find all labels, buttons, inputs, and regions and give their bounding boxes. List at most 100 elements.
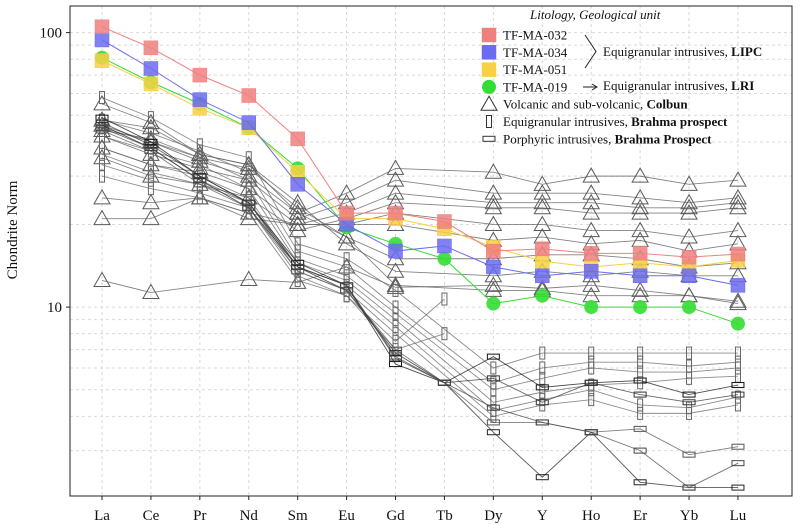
data-point (190, 145, 209, 161)
data-point (486, 296, 501, 311)
data-point (337, 184, 356, 200)
data-point (437, 379, 451, 386)
data-point (731, 391, 745, 398)
legend-item: TF-MA-032 (481, 28, 567, 43)
data-point (392, 283, 399, 297)
data-point (245, 173, 252, 187)
data-point (392, 327, 399, 341)
data-point (388, 205, 403, 221)
data-point (142, 193, 160, 210)
data-point (486, 353, 500, 360)
y-axis-label: Chondrite Norm (5, 180, 21, 279)
data-point (729, 171, 747, 187)
data-point (686, 346, 693, 360)
data-point (633, 425, 647, 432)
data-point (637, 346, 644, 360)
series-line (101, 266, 739, 305)
legend-group-label: Equigranular intrusives, LIPC (603, 44, 762, 59)
data-point (631, 188, 649, 205)
x-tick-label: Er (633, 508, 647, 524)
data-point (632, 246, 648, 261)
x-tick-label: Yb (680, 508, 698, 524)
data-point (582, 204, 601, 220)
data-point (535, 288, 550, 303)
data-point (535, 384, 549, 391)
data-point (192, 92, 208, 107)
data-point (584, 300, 599, 315)
data-point (637, 398, 644, 412)
x-tick-label: La (94, 508, 110, 524)
x-tick-label: Gd (386, 508, 405, 524)
data-point (484, 193, 503, 210)
data-point (535, 399, 549, 406)
data-point (583, 246, 599, 261)
legend-marker (486, 115, 492, 128)
data-point (533, 193, 552, 210)
data-point (290, 131, 305, 147)
data-point (582, 193, 601, 210)
data-point (631, 167, 649, 183)
x-tick-label: Lu (730, 508, 747, 524)
series-line (101, 26, 738, 258)
data-point (190, 152, 209, 168)
x-tick-label: Dy (484, 508, 503, 524)
data-point (142, 209, 160, 226)
data-point (196, 144, 203, 158)
data-point (241, 88, 257, 103)
data-point (582, 184, 601, 200)
data-point (343, 289, 350, 303)
legend-label: TF-MA-051 (503, 62, 567, 77)
legend-group-label: Equigranular intrusives, LRI (603, 78, 754, 93)
data-point (93, 94, 111, 111)
data-point (535, 419, 549, 426)
data-point (730, 246, 746, 262)
grid (70, 6, 792, 496)
x-tick-label: Ce (143, 508, 160, 524)
data-point (245, 165, 252, 179)
data-point (486, 404, 500, 411)
legend-groups: Equigranular intrusives, LIPC Equigranula… (583, 34, 762, 93)
data-point (588, 393, 595, 407)
data-point (245, 182, 252, 196)
series-line (101, 124, 739, 302)
data-point (386, 278, 405, 294)
legend-label: TF-MA-034 (503, 45, 568, 60)
data-point (484, 281, 503, 297)
data-point (94, 19, 110, 35)
series-colbun-10 (93, 257, 747, 311)
legend-label: TF-MA-019 (503, 79, 567, 94)
legend-item: TF-MA-051 (481, 62, 567, 77)
data-point (729, 198, 747, 215)
data-point (143, 76, 159, 92)
data-point (93, 148, 111, 165)
legend-marker (482, 79, 496, 94)
data-point (288, 204, 307, 220)
series-line (101, 127, 739, 489)
x-axis: La Ce Pr Nd Sm Eu Gd Tb Dy Y Ho Er Yb Lu (94, 496, 747, 524)
data-point (291, 268, 305, 275)
series-line (101, 57, 739, 325)
data-point (539, 361, 546, 375)
series-tf-ma-032 (94, 19, 746, 265)
data-point (339, 205, 354, 221)
series-line (101, 39, 739, 286)
data-point (731, 484, 745, 491)
data-point (245, 151, 252, 165)
data-point (631, 281, 649, 297)
data-point (484, 215, 503, 231)
data-point (582, 167, 601, 183)
data-point (340, 282, 354, 289)
data-point (99, 169, 105, 183)
data-point (441, 292, 448, 306)
data-point (583, 264, 599, 279)
y-axis: 10 100 (40, 26, 70, 316)
data-point (288, 221, 307, 238)
data-point (196, 151, 203, 165)
data-point (437, 251, 452, 266)
data-point (533, 215, 552, 231)
data-point (239, 270, 258, 287)
data-point (196, 158, 203, 172)
data-point (142, 283, 160, 300)
data-point (94, 53, 110, 68)
series-line (101, 147, 739, 225)
